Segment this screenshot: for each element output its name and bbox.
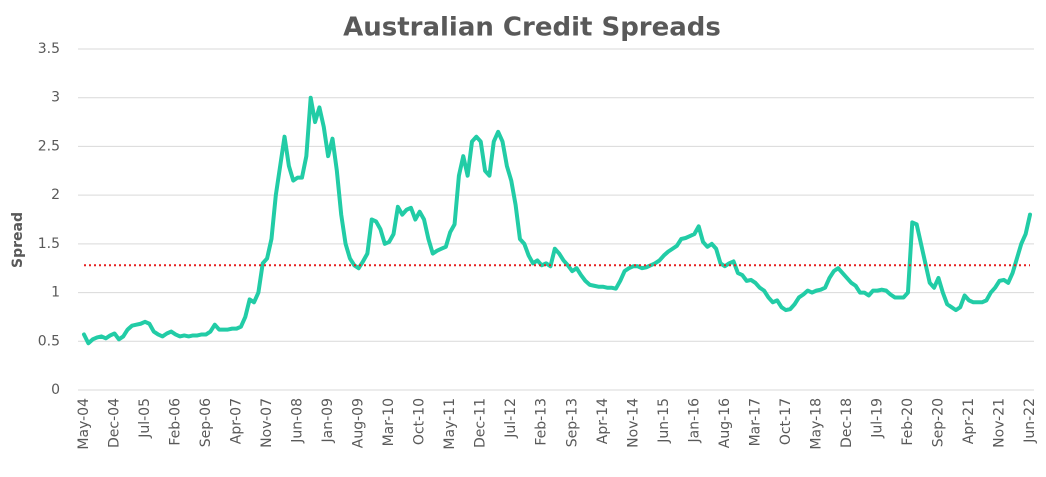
y-tick-label: 3 — [51, 90, 60, 106]
x-tick-label: Aug-16 — [717, 398, 733, 448]
x-tick-label: May-18 — [808, 398, 824, 450]
x-tick-label: Oct-10 — [412, 398, 428, 445]
x-tick-label: Jan-16 — [686, 398, 702, 444]
x-tick-label: Mar-17 — [747, 398, 763, 446]
x-tick-label: Jan-09 — [320, 398, 336, 443]
x-tick-label: Nov-14 — [625, 398, 641, 448]
x-tick-label: Dec-04 — [107, 398, 123, 448]
x-tick-label: May-04 — [76, 398, 92, 450]
x-tick-label: Mar-10 — [381, 398, 397, 446]
x-tick-label: May-11 — [442, 398, 458, 450]
x-tick-label: Sep-20 — [930, 398, 946, 447]
chart-title: Australian Credit Spreads — [343, 13, 721, 43]
x-tick-label: Jun-08 — [290, 398, 306, 444]
x-tick-label: Feb-20 — [900, 398, 916, 446]
x-tick-label: Apr-07 — [229, 398, 245, 444]
x-tick-label: Dec-11 — [473, 398, 489, 448]
x-tick-label: Nov-07 — [259, 398, 275, 448]
x-tick-label: Feb-13 — [534, 398, 550, 446]
y-tick-label: 0.5 — [38, 333, 60, 349]
y-axis-label: Spread — [10, 212, 26, 268]
x-tick-label: Jun-15 — [656, 398, 672, 444]
data-line — [82, 95, 1032, 346]
y-tick-label: 3.5 — [38, 41, 60, 57]
x-tick-label: Jun-22 — [1022, 398, 1038, 444]
y-tick-label: 1 — [51, 285, 60, 301]
x-tick-label: Aug-09 — [351, 398, 367, 448]
x-tick-label: Jul-12 — [503, 398, 519, 439]
x-tick-label: Apr-21 — [961, 398, 977, 444]
y-tick-label: 0 — [51, 382, 60, 398]
x-tick-label: Sep-06 — [198, 398, 214, 447]
x-tick-label: Oct-17 — [778, 398, 794, 445]
y-tick-label: 2.5 — [38, 138, 60, 154]
x-tick-label: Sep-13 — [564, 398, 580, 447]
x-tick-label: Nov-21 — [991, 398, 1007, 448]
x-tick-label: Jul-19 — [869, 398, 885, 439]
x-tick-label: Dec-18 — [839, 398, 855, 448]
x-tick-label: Jul-05 — [137, 398, 153, 439]
x-tick-label: Feb-06 — [168, 398, 184, 446]
y-tick-label: 1.5 — [38, 236, 60, 252]
x-tick-label: Apr-14 — [595, 398, 611, 444]
y-tick-label: 2 — [51, 187, 60, 203]
